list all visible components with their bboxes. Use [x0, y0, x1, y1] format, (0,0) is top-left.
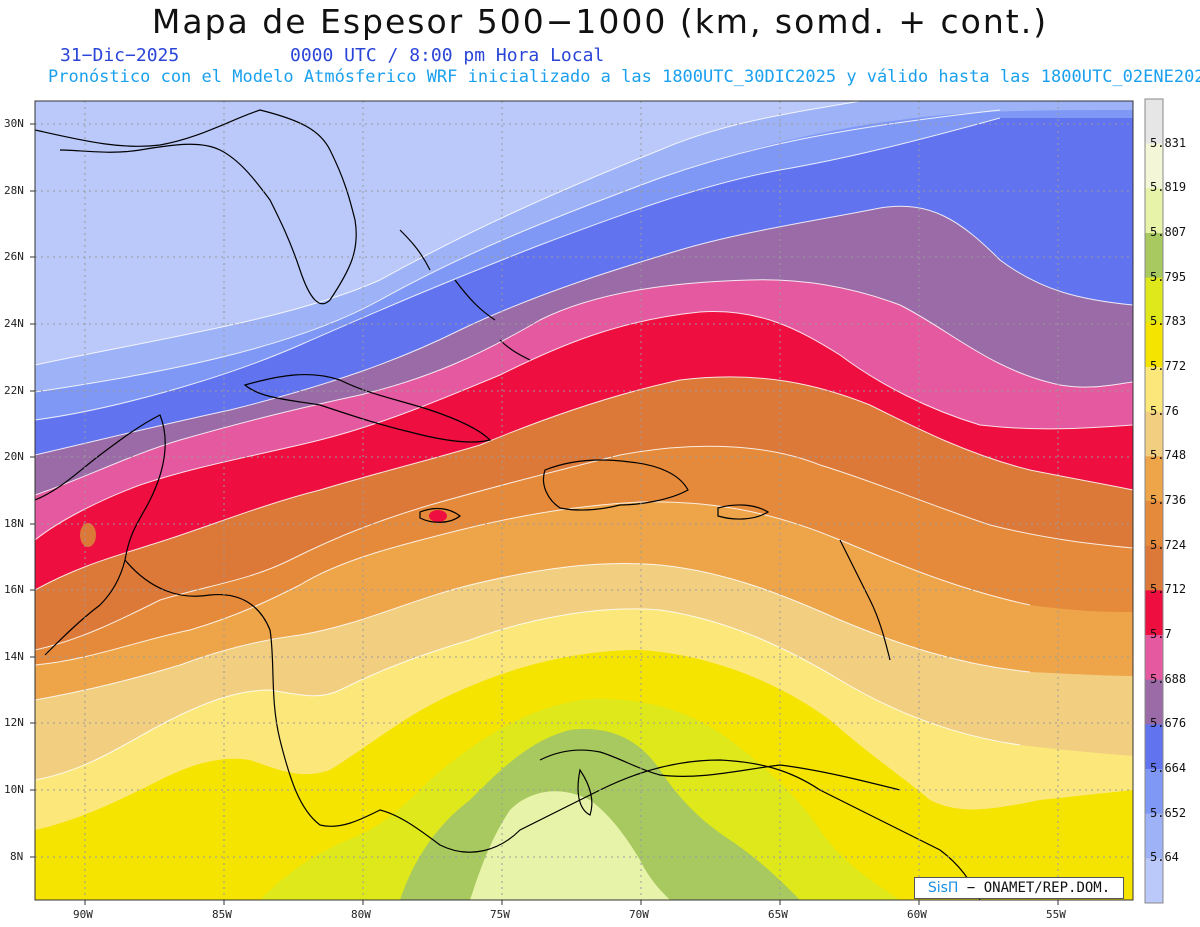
lon-label-80w: 80W [351, 908, 371, 921]
colorbar-swatch [1145, 188, 1163, 234]
lat-label-22n: 22N [4, 384, 24, 397]
lat-label-24n: 24N [4, 317, 24, 330]
lat-label-8n: 8N [10, 850, 24, 863]
colorbar-swatch [1145, 501, 1163, 547]
colorbar-label: 5.736 [1150, 493, 1187, 507]
colorbar-swatch [1145, 322, 1163, 368]
lon-label-90w: 90W [73, 908, 93, 921]
colorbar-label: 5.652 [1150, 805, 1187, 820]
colorbar-label: 5.783 [1150, 314, 1187, 329]
lon-label-65w: 65W [768, 908, 788, 921]
lat-label-16n: 16N [4, 583, 24, 596]
map-title: Mapa de Espesor 500−1000 (km, somd. + co… [151, 2, 1049, 41]
colorbar-label: 5.772 [1150, 359, 1187, 373]
credit-box: SisΠ − ONAMET/REP.DOM. [914, 877, 1124, 899]
lat-label-20n: 20N [4, 450, 24, 463]
colorbar-swatch [1145, 367, 1163, 413]
colorbar-label: 5.688 [1150, 671, 1187, 686]
colorbar-label: 5.64 [1150, 850, 1179, 865]
forecast-description: Pronóstico con el Modelo Atmósferico WRF… [48, 67, 1200, 87]
colorbar-label: 5.795 [1150, 269, 1187, 284]
graticule [35, 101, 1133, 900]
colorbar-swatch [1145, 99, 1163, 145]
colorbar-swatch [1145, 456, 1163, 502]
colorbar-swatch [1145, 724, 1163, 770]
yucatan-spot [80, 523, 96, 547]
colorbar-label: 5.724 [1150, 537, 1187, 552]
lon-label-75w: 75W [490, 908, 510, 921]
lon-label-55w: 55W [1046, 908, 1066, 921]
colorbar-swatch [1145, 277, 1163, 323]
colorbar-swatch [1145, 233, 1163, 279]
axis-ticks [30, 123, 1059, 905]
coastlines [35, 109, 981, 900]
colorbar-label: 5.819 [1150, 180, 1187, 195]
colorbar-frame [1144, 98, 1164, 904]
lon-label-70w: 70W [629, 908, 649, 921]
colorbar-label: 5.676 [1150, 716, 1187, 731]
colorbar-label: 5.76 [1150, 403, 1179, 418]
lat-label-14n: 14N [4, 650, 24, 663]
forecast-time: 0000 UTC / 8:00 pm Hora Local [290, 45, 605, 66]
map-area [35, 101, 1133, 900]
map-frame [34, 100, 1134, 901]
lon-label-60w: 60W [907, 908, 927, 921]
colorbar-swatch [1145, 813, 1163, 859]
lat-label-28n: 28N [4, 184, 24, 197]
credit-text: − ONAMET/REP.DOM. [966, 880, 1111, 896]
colorbar-swatch [1145, 635, 1163, 681]
colorbar-swatch [1145, 411, 1163, 457]
colorbar [1144, 98, 1164, 904]
forecast-date: 31−Dic−2025 [60, 45, 180, 66]
colorbar-swatch [1145, 679, 1163, 725]
colorbar-label: 5.7 [1150, 627, 1172, 641]
colorbar-swatch [1145, 143, 1163, 189]
lon-label-85w: 85W [212, 908, 232, 921]
lat-label-18n: 18N [4, 517, 24, 530]
lat-label-10n: 10N [4, 783, 24, 796]
colorbar-label: 5.664 [1150, 761, 1187, 775]
colorbar-swatch [1145, 545, 1163, 591]
lat-label-26n: 26N [4, 250, 24, 263]
lat-label-30n: 30N [4, 117, 24, 130]
colorbar-swatch [1145, 769, 1163, 815]
colorbar-swatch [1145, 590, 1163, 636]
colorbar-label: 5.831 [1150, 135, 1187, 150]
lat-label-12n: 12N [4, 716, 24, 729]
band-5.819 [470, 791, 670, 900]
colorbar-label: 5.807 [1150, 225, 1187, 239]
colorbar-label: 5.712 [1150, 582, 1187, 597]
colorbar-swatch [1145, 858, 1163, 904]
sisp-logo: SisΠ [927, 880, 959, 896]
jamaica-high-spot [429, 510, 447, 522]
colorbar-label: 5.748 [1150, 448, 1187, 463]
